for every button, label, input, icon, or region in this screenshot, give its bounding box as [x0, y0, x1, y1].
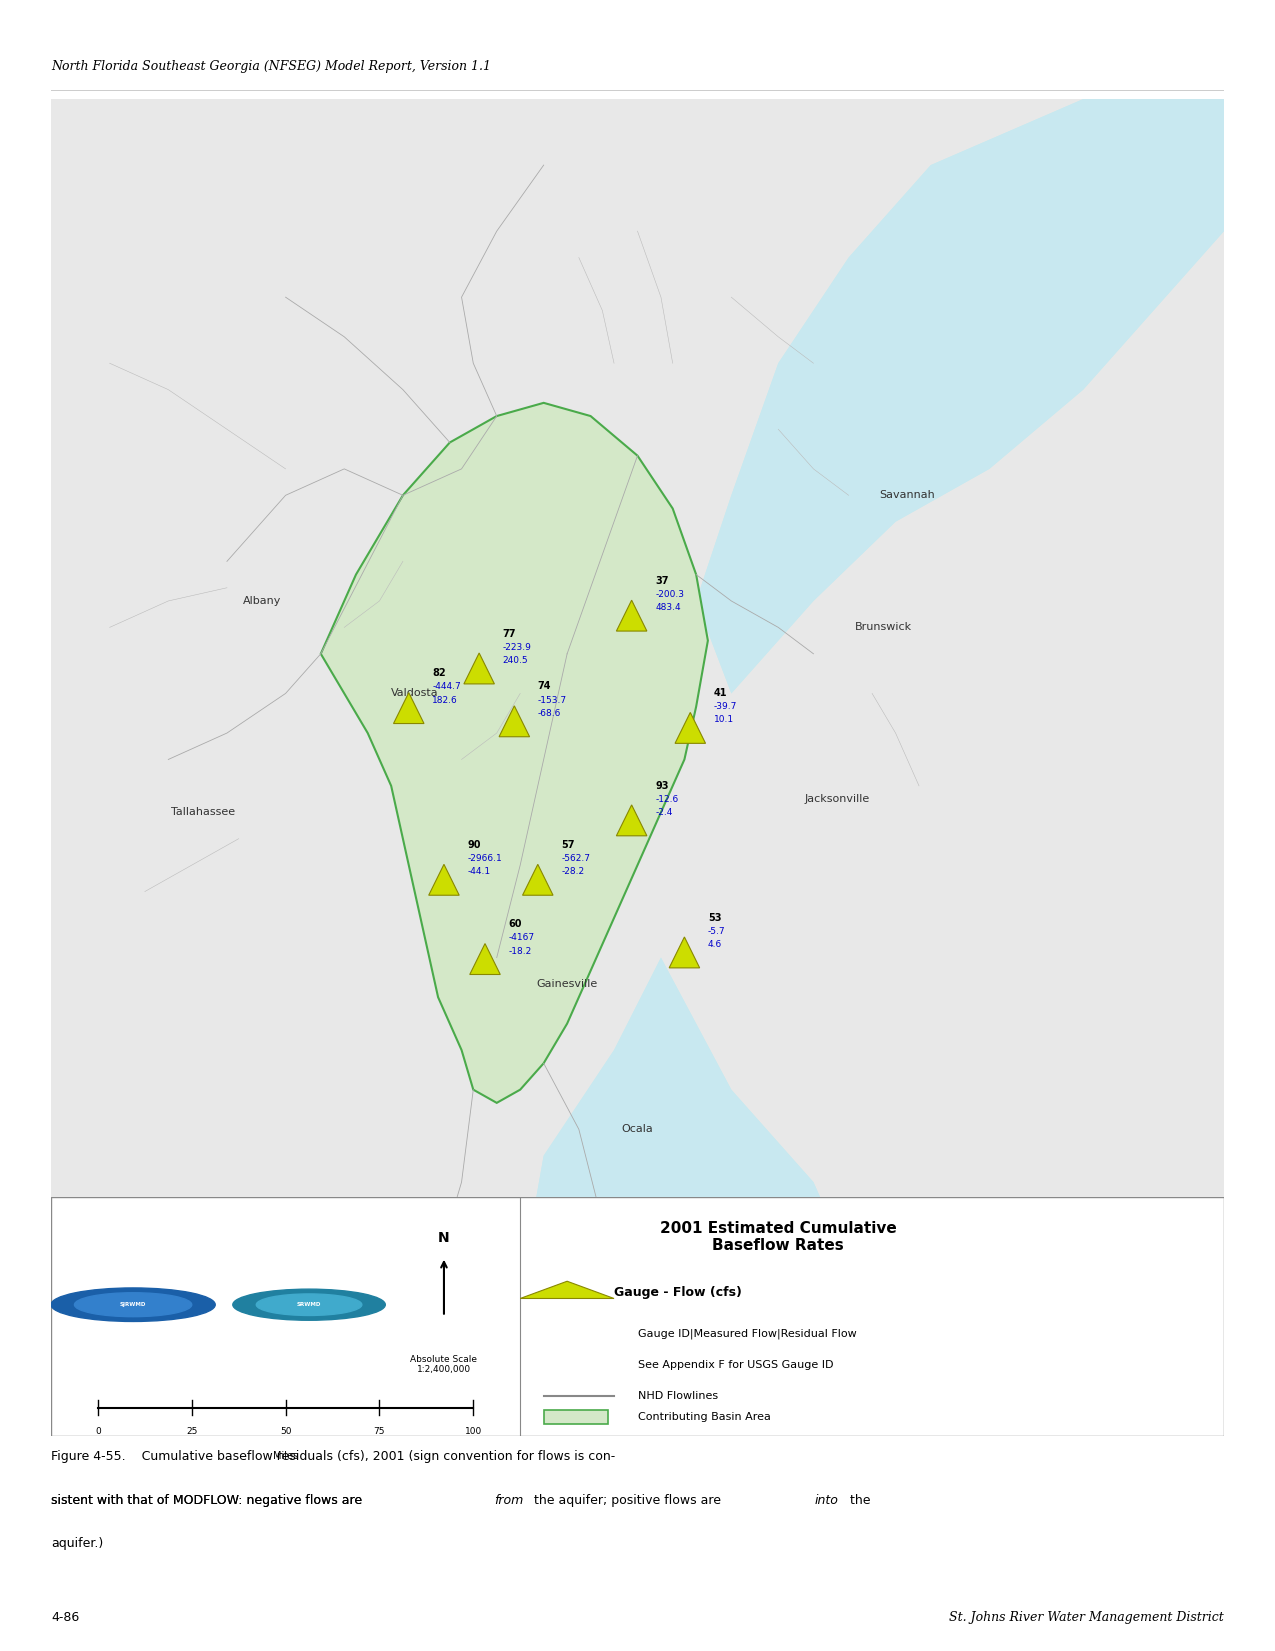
Polygon shape [321, 403, 708, 1103]
Circle shape [51, 1288, 215, 1321]
Text: -2966.1: -2966.1 [468, 854, 502, 863]
Text: 53: 53 [708, 913, 722, 923]
Text: Figure 4-55.    Cumulative baseflow residuals (cfs), 2001 (sign convention for f: Figure 4-55. Cumulative baseflow residua… [51, 1451, 616, 1463]
Text: Valdosta: Valdosta [391, 688, 439, 698]
Text: 90: 90 [468, 840, 481, 850]
Text: Jacksonville: Jacksonville [805, 794, 870, 804]
Text: -562.7: -562.7 [561, 854, 590, 863]
Text: Miles: Miles [273, 1451, 298, 1461]
Polygon shape [674, 713, 705, 743]
Polygon shape [51, 99, 1224, 1420]
Text: sistent with that of MODFLOW: negative flows are: sistent with that of MODFLOW: negative f… [51, 1494, 366, 1507]
Text: Gauge - Flow (cfs): Gauge - Flow (cfs) [615, 1286, 742, 1299]
Text: NHD Flowlines: NHD Flowlines [638, 1390, 718, 1400]
Polygon shape [428, 865, 459, 895]
Text: 57: 57 [561, 840, 575, 850]
Text: Tallahassee: Tallahassee [171, 807, 236, 817]
Text: 240.5: 240.5 [502, 655, 528, 665]
Circle shape [74, 1293, 191, 1317]
Text: sistent with that of MODFLOW: negative flows are: sistent with that of MODFLOW: negative f… [51, 1494, 366, 1507]
Text: 25: 25 [186, 1426, 198, 1436]
Text: North Florida Southeast Georgia (NFSEG) Model Report, Version 1.1: North Florida Southeast Georgia (NFSEG) … [51, 59, 491, 73]
Text: 41: 41 [714, 688, 727, 698]
Text: -4167: -4167 [509, 933, 534, 943]
Polygon shape [464, 654, 495, 684]
Text: Savannah: Savannah [880, 490, 935, 500]
Text: -68.6: -68.6 [538, 708, 561, 718]
Text: SJRWMD: SJRWMD [120, 1303, 147, 1308]
Text: 483.4: 483.4 [655, 603, 681, 613]
Text: 0: 0 [96, 1426, 101, 1436]
Polygon shape [669, 938, 700, 967]
Text: 93: 93 [655, 781, 668, 791]
Polygon shape [520, 1281, 615, 1298]
Text: the: the [847, 1494, 871, 1507]
Text: Gauge ID|Measured Flow|Residual Flow: Gauge ID|Measured Flow|Residual Flow [638, 1327, 857, 1339]
Text: Absolute Scale
1:2,400,000: Absolute Scale 1:2,400,000 [411, 1355, 477, 1374]
Text: Contributing Basin Area: Contributing Basin Area [638, 1412, 770, 1422]
Text: 74: 74 [538, 682, 551, 692]
Text: -444.7: -444.7 [432, 682, 462, 692]
Text: 50: 50 [279, 1426, 292, 1436]
Text: N: N [439, 1232, 450, 1245]
Text: -5.7: -5.7 [708, 926, 725, 936]
Polygon shape [523, 865, 553, 895]
Text: Brunswick: Brunswick [856, 622, 913, 632]
Text: -44.1: -44.1 [468, 867, 491, 877]
Text: See Appendix F for USGS Gauge ID: See Appendix F for USGS Gauge ID [638, 1359, 833, 1370]
Text: -39.7: -39.7 [714, 702, 737, 712]
Text: the aquifer; positive flows are: the aquifer; positive flows are [529, 1494, 724, 1507]
Polygon shape [469, 944, 500, 974]
Text: -28.2: -28.2 [561, 867, 584, 877]
Text: SRWMD: SRWMD [297, 1303, 321, 1308]
Polygon shape [616, 806, 646, 835]
Polygon shape [696, 99, 1224, 693]
Polygon shape [394, 693, 425, 723]
Text: 82: 82 [432, 669, 446, 679]
Text: 100: 100 [464, 1426, 482, 1436]
Text: 75: 75 [374, 1426, 385, 1436]
Text: from: from [495, 1494, 524, 1507]
Polygon shape [499, 707, 529, 736]
FancyBboxPatch shape [51, 1197, 1224, 1436]
Text: -18.2: -18.2 [509, 946, 532, 956]
Text: 4.6: 4.6 [708, 939, 722, 949]
Text: 4-86: 4-86 [51, 1611, 79, 1625]
Text: -200.3: -200.3 [655, 589, 685, 599]
Text: -2.4: -2.4 [655, 807, 672, 817]
Text: 77: 77 [502, 629, 516, 639]
Text: Ocala: Ocala [622, 1124, 653, 1134]
Text: aquifer.): aquifer.) [51, 1537, 103, 1550]
Text: -223.9: -223.9 [502, 642, 532, 652]
Text: into: into [815, 1494, 839, 1507]
Polygon shape [520, 958, 872, 1420]
Text: -153.7: -153.7 [538, 695, 567, 705]
Circle shape [233, 1289, 385, 1321]
Text: 37: 37 [655, 576, 668, 586]
Text: 60: 60 [509, 920, 521, 930]
Text: Gainesville: Gainesville [537, 979, 598, 989]
Circle shape [256, 1294, 362, 1316]
Text: 182.6: 182.6 [432, 695, 458, 705]
Text: 2001 Estimated Cumulative
Baseflow Rates: 2001 Estimated Cumulative Baseflow Rates [660, 1222, 896, 1253]
Text: -12.6: -12.6 [655, 794, 678, 804]
Text: sistent with that of MODFLOW: negative flows are      from the aquifer; positive: sistent with that of MODFLOW: negative f… [51, 1494, 662, 1507]
Polygon shape [616, 601, 646, 631]
Text: St. Johns River Water Management District: St. Johns River Water Management Distric… [950, 1611, 1224, 1625]
Text: 10.1: 10.1 [714, 715, 734, 725]
Text: Albany: Albany [244, 596, 282, 606]
FancyBboxPatch shape [543, 1410, 608, 1425]
